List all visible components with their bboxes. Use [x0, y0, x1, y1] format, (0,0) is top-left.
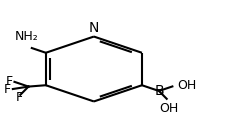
Text: F: F [4, 83, 11, 95]
Text: F: F [16, 91, 23, 104]
Text: B: B [155, 84, 165, 98]
Text: NH₂: NH₂ [14, 30, 38, 43]
Text: N: N [89, 22, 99, 35]
Text: OH: OH [159, 102, 178, 115]
Text: OH: OH [178, 79, 197, 92]
Text: F: F [6, 75, 13, 88]
